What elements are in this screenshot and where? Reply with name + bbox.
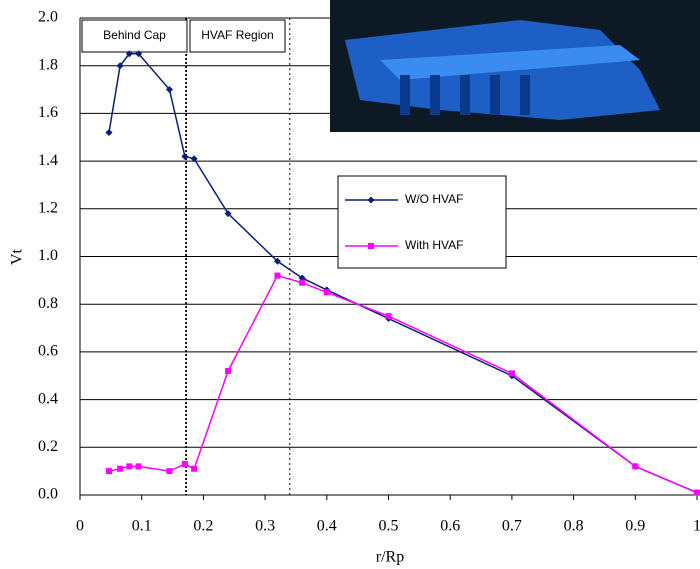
point bbox=[385, 313, 392, 320]
x-tick-label: 0.6 bbox=[440, 518, 460, 535]
y-tick-label: 1.6 bbox=[38, 104, 58, 121]
point bbox=[323, 289, 330, 296]
point bbox=[105, 128, 113, 136]
y-tick-label: 0.4 bbox=[38, 390, 58, 407]
legend-marker bbox=[367, 196, 375, 204]
point bbox=[116, 62, 124, 70]
legend-label: W/O HVAF bbox=[405, 192, 463, 206]
annotation-box bbox=[81, 19, 188, 53]
photo-rib bbox=[520, 75, 530, 115]
point bbox=[274, 272, 281, 279]
point bbox=[165, 86, 173, 94]
photo-rib bbox=[460, 75, 470, 115]
point bbox=[299, 279, 306, 286]
x-tick-label: 0.8 bbox=[564, 518, 584, 535]
point bbox=[126, 463, 133, 470]
legend-marker bbox=[368, 243, 374, 249]
point bbox=[117, 465, 124, 472]
point bbox=[166, 468, 173, 475]
x-tick-label: 0.4 bbox=[317, 518, 337, 535]
point bbox=[694, 489, 700, 496]
point bbox=[125, 50, 133, 58]
point bbox=[135, 463, 142, 470]
y-tick-label: 1.8 bbox=[38, 56, 58, 73]
x-tick-label: 0.7 bbox=[502, 518, 522, 535]
annotation-box bbox=[189, 19, 286, 53]
point bbox=[190, 155, 198, 163]
x-tick-label: 0.5 bbox=[379, 518, 399, 535]
annotation: Behind Cap bbox=[103, 28, 166, 42]
point bbox=[508, 370, 515, 377]
x-axis-label: r/Rp bbox=[376, 549, 404, 566]
photo-inset bbox=[330, 0, 700, 132]
photo-rib bbox=[490, 75, 500, 115]
y-tick-label: 1.0 bbox=[38, 247, 58, 264]
point bbox=[191, 465, 198, 472]
x-tick-label: 0.2 bbox=[193, 518, 213, 535]
point bbox=[135, 50, 143, 58]
y-tick-label: 0.8 bbox=[38, 295, 58, 312]
y-axis-label: Vt bbox=[9, 248, 26, 265]
y-tick-label: 0.0 bbox=[38, 486, 58, 503]
point bbox=[224, 210, 232, 218]
point bbox=[632, 463, 639, 470]
point bbox=[105, 468, 112, 475]
series-line bbox=[108, 274, 698, 494]
y-tick-label: 1.2 bbox=[38, 199, 58, 216]
annotation: HVAF Region bbox=[201, 28, 273, 42]
x-tick-label: 0.3 bbox=[255, 518, 275, 535]
x-tick-label: 0.1 bbox=[132, 518, 152, 535]
x-tick-label: 1 bbox=[693, 518, 700, 535]
photo-rib bbox=[400, 75, 410, 115]
photo-rib bbox=[430, 75, 440, 115]
x-tick-label: 0.9 bbox=[625, 518, 645, 535]
point bbox=[181, 152, 189, 160]
point bbox=[181, 460, 188, 467]
y-tick-label: 1.4 bbox=[38, 152, 58, 169]
y-tick-label: 0.6 bbox=[38, 343, 58, 360]
legend-label: With HVAF bbox=[405, 238, 463, 252]
point bbox=[273, 257, 281, 265]
point bbox=[225, 367, 232, 374]
legend-box bbox=[337, 175, 507, 269]
photo-shape bbox=[380, 45, 640, 80]
y-tick-label: 0.2 bbox=[38, 438, 58, 455]
point bbox=[298, 274, 306, 282]
y-tick-label: 2.0 bbox=[38, 9, 58, 26]
x-tick-label: 0 bbox=[76, 518, 84, 535]
